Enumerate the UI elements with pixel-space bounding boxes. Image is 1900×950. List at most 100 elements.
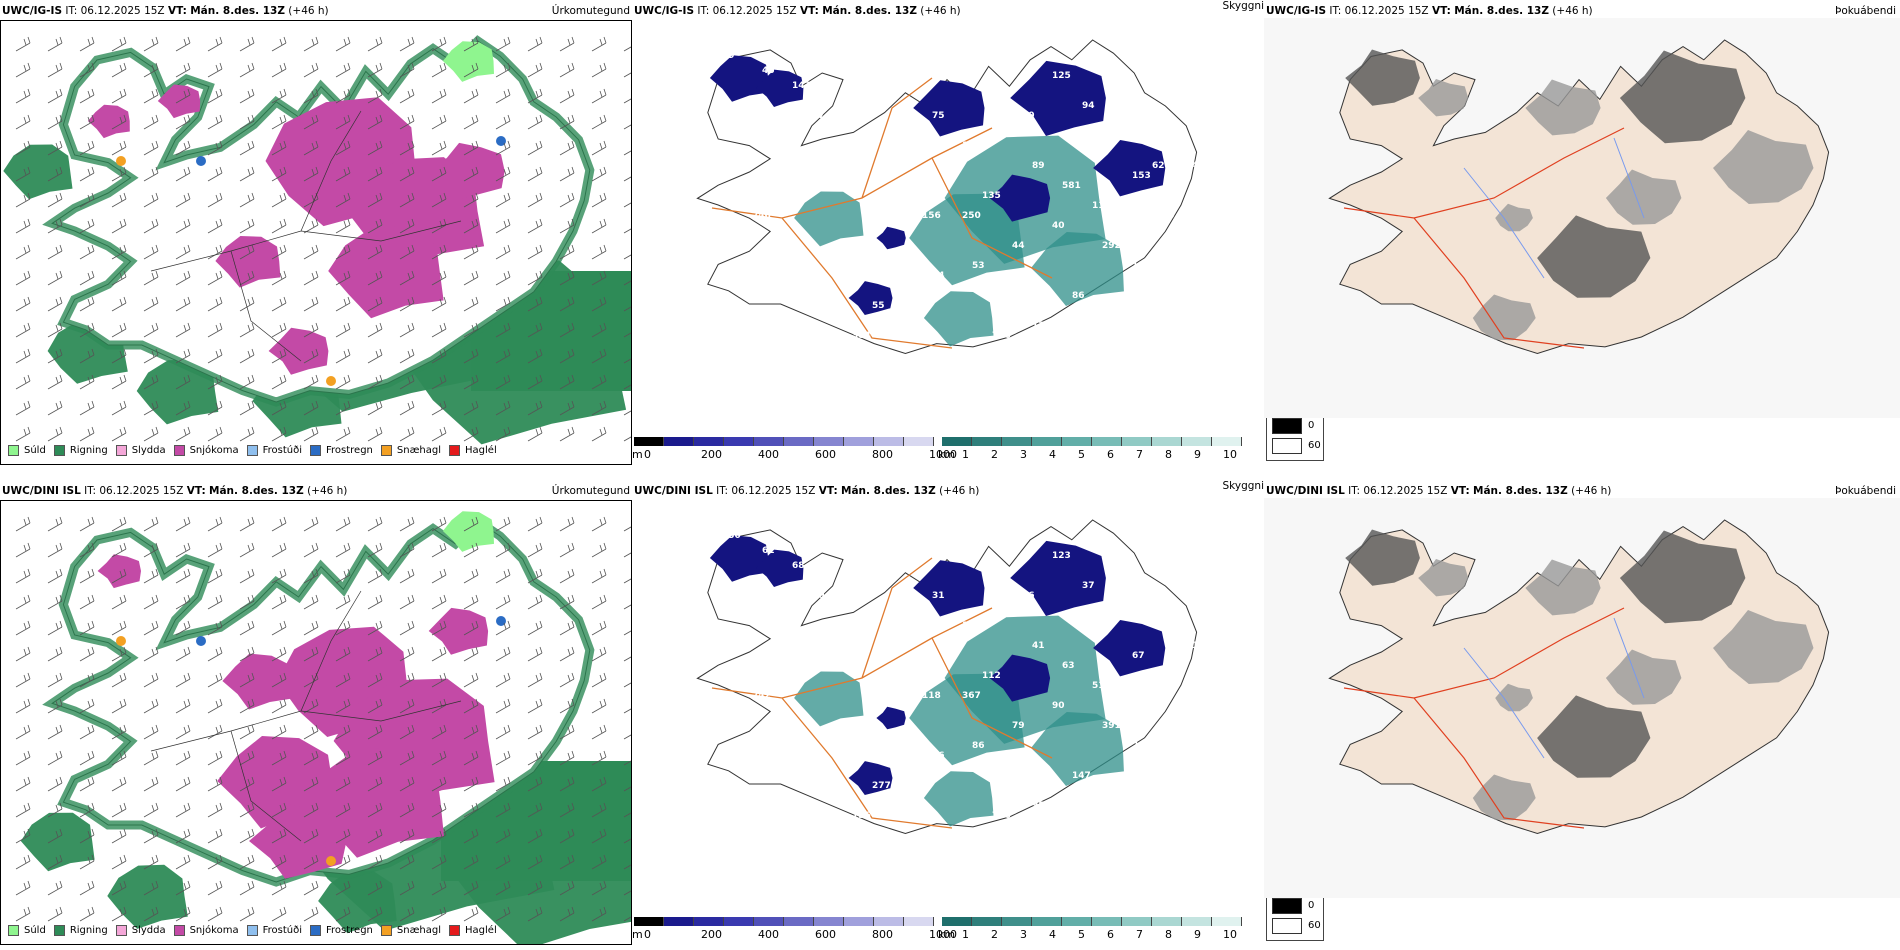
ceiling-value-label: 46 bbox=[762, 66, 775, 76]
ceiling-value-label: 952 bbox=[1032, 801, 1051, 811]
precip-map[interactable] bbox=[0, 500, 632, 945]
ceiling-value-label: 68 bbox=[792, 561, 805, 571]
ceiling-value-label: 51 bbox=[1092, 681, 1105, 691]
ceiling-value-label: 136 bbox=[1062, 791, 1081, 801]
ceiling-value-label: 41 bbox=[1032, 641, 1045, 651]
ceiling-bar-seg bbox=[694, 437, 724, 446]
ceiling-value-label: 581 bbox=[1062, 181, 1081, 191]
fog-map[interactable] bbox=[1264, 498, 1900, 898]
visibility-value-label: 41 bbox=[1192, 241, 1205, 251]
ceiling-value-label: 82 bbox=[902, 81, 915, 91]
fog-map[interactable] bbox=[1264, 18, 1900, 418]
ceiling-value-label: 65 bbox=[742, 121, 755, 131]
visibility-map[interactable]: 99 46 143 65 62 67 82 75 105 276 60 125 94 102 153 112 4… bbox=[632, 18, 1264, 418]
ceiling-bar-seg bbox=[874, 437, 904, 446]
visibility-bar-tick: 4 bbox=[1049, 448, 1056, 461]
fog-tick-0: 0 bbox=[1308, 420, 1315, 431]
ceiling-value-label: 292 bbox=[1102, 241, 1121, 251]
precip-map[interactable] bbox=[0, 20, 632, 465]
ceiling-value-label: 64 bbox=[892, 731, 905, 741]
ceiling-value-label: 55 bbox=[872, 301, 885, 311]
visibility-bar-tick: 7 bbox=[1136, 448, 1143, 461]
fog-panel: UWC/DINI ISL IT: 06.12.2025 15Z VT: Mán.… bbox=[1264, 480, 1900, 950]
ceiling-value-label: 54 bbox=[932, 271, 945, 281]
ceiling-value-label: 79 bbox=[1012, 721, 1025, 731]
legend-label: Haglél bbox=[465, 444, 497, 456]
fog-legend: 0 60 bbox=[1266, 412, 1324, 461]
visibility-bar-seg bbox=[1182, 437, 1212, 446]
visibility-bar-tick: 5 bbox=[1078, 928, 1085, 941]
visibility-value-label: 33 bbox=[1192, 221, 1205, 231]
ceiling-bar-seg bbox=[664, 437, 694, 446]
visibility-bar-tick: 7 bbox=[1136, 928, 1143, 941]
ceiling-value-label: 180 bbox=[1012, 771, 1031, 781]
fog-swatch-dark bbox=[1272, 898, 1302, 914]
ceiling-value-label: 153 bbox=[1132, 171, 1151, 181]
visibility-bar-seg bbox=[1152, 917, 1182, 926]
ceiling-value-label: 202 bbox=[882, 211, 901, 221]
ceiling-colorbar: m 0 200 400 600 800 1000 bbox=[632, 917, 957, 947]
ceiling-value-label: 76 bbox=[902, 561, 915, 571]
legend-label: Slydda bbox=[131, 924, 166, 936]
fog-swatch-dark bbox=[1272, 418, 1302, 434]
visibility-bar-seg bbox=[1122, 917, 1152, 926]
legend-label: Snjókoma bbox=[189, 924, 239, 936]
precip-title: Úrkomutegund bbox=[551, 485, 630, 497]
ceiling-value-label: 44 bbox=[1012, 241, 1025, 251]
panel-title: UWC/DINI ISL IT: 06.12.2025 15Z VT: Mán.… bbox=[2, 485, 348, 497]
legend-swatch-5 bbox=[310, 444, 321, 456]
ceiling-value-label: 61 bbox=[762, 546, 775, 556]
fog-tick-60: 60 bbox=[1308, 440, 1321, 451]
ceiling-value-label: 60 bbox=[1092, 311, 1105, 321]
ceiling-value-label: 143 bbox=[792, 81, 811, 91]
ceiling-value-label: 176 bbox=[1012, 291, 1031, 301]
visibility-value-label: 50 bbox=[1192, 181, 1205, 191]
ceiling-value-label: 85 bbox=[742, 601, 755, 611]
legend-swatch-4 bbox=[246, 444, 258, 456]
legend-swatch-0 bbox=[8, 444, 19, 456]
legend-swatch-2 bbox=[115, 924, 127, 936]
visibility-bar-seg bbox=[1002, 437, 1032, 446]
ceiling-bar-seg bbox=[664, 917, 694, 926]
visibility-bar-tick: 3 bbox=[1020, 928, 1027, 941]
ceiling-value-label: 156 bbox=[922, 211, 941, 221]
visibility-map[interactable]: 150 61 68 85 83 70 76 31 142 47 56 123 37 32 67 51 90 79 8… bbox=[632, 498, 1264, 898]
panel-title: UWC/IG-IS IT: 06.12.2025 15Z VT: Mán. 8.… bbox=[2, 5, 329, 17]
visibility-bar-tick: 5 bbox=[1078, 448, 1085, 461]
ceiling-value-label: 70 bbox=[812, 591, 825, 601]
visibility-bar-tick: 1 bbox=[962, 448, 969, 461]
ceiling-value-label: 33 bbox=[892, 331, 905, 341]
ceiling-value-label: 135 bbox=[982, 191, 1001, 201]
visibility-colorbar: km 1 2 3 4 5 6 7 8 9 10 bbox=[938, 437, 1247, 467]
ceiling-value-label: 83 bbox=[832, 791, 845, 801]
ceiling-bar-seg bbox=[724, 917, 754, 926]
ceiling-value-label: 75 bbox=[932, 111, 945, 121]
ceiling-value-label: 31 bbox=[932, 591, 945, 601]
ceiling-value-label: 156 bbox=[852, 811, 871, 821]
ceiling-bar-tick: 1000 bbox=[929, 928, 957, 941]
ceiling-value-label: 62 bbox=[772, 141, 785, 151]
ceiling-bar-seg bbox=[904, 917, 934, 926]
fog-legend: 0 60 bbox=[1266, 892, 1324, 941]
ceiling-bar-seg bbox=[784, 917, 814, 926]
ceiling-value-label: 217 bbox=[832, 741, 851, 751]
visibility-bar-tick: 9 bbox=[1194, 928, 1201, 941]
panel-title: UWC/DINI ISL IT: 06.12.2025 15Z VT: Mán.… bbox=[634, 485, 980, 497]
visibility-bar-seg bbox=[942, 437, 972, 446]
legend-label: Frostúði bbox=[262, 924, 302, 936]
ceiling-value-label: 112 bbox=[982, 671, 1001, 681]
visibility-bar-tick: 9 bbox=[1194, 448, 1201, 461]
ceiling-value-label: 62 bbox=[1152, 161, 1165, 171]
ceiling-bar-tick: 600 bbox=[815, 448, 836, 461]
ceiling-value-label: 147 bbox=[1072, 771, 1091, 781]
ceiling-value-label: 106 bbox=[842, 181, 861, 191]
visibility-bar-seg bbox=[1122, 437, 1152, 446]
ceiling-value-label: 99 bbox=[722, 51, 735, 61]
precip-legend: Súld Rigning Slydda Snjókoma Frostúði Frostre… bbox=[0, 440, 497, 460]
ceiling-value-label: 202 bbox=[842, 661, 861, 671]
ceiling-value-label: 122 bbox=[1132, 261, 1151, 271]
fog-tick-60: 60 bbox=[1308, 920, 1321, 931]
ceiling-value-label: 131 bbox=[1032, 321, 1051, 331]
ceiling-value-label: 118 bbox=[922, 691, 941, 701]
ceiling-bar-tick: 800 bbox=[872, 928, 893, 941]
